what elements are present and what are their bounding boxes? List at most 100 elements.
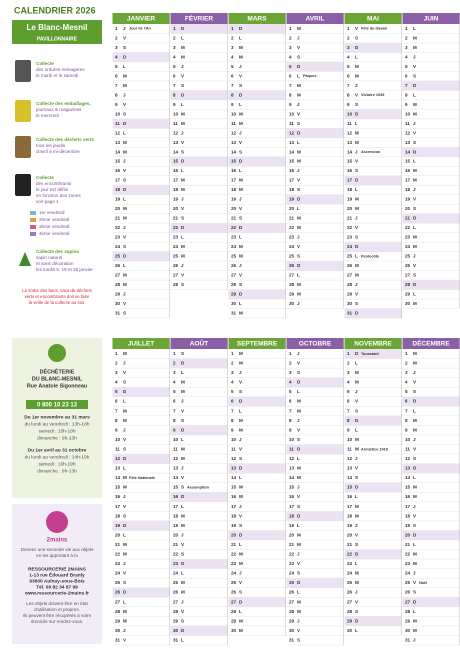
holiday: Toussaint [361,352,379,356]
weekday: V [239,206,243,211]
weekday: L [123,399,126,404]
day-number: 11 [289,446,294,451]
weekday: S [181,83,184,88]
day-number: 3 [347,45,350,50]
month-header [286,13,344,24]
weekday: L [181,437,184,442]
weekday: L [239,301,242,306]
weekday: D [413,282,417,287]
day-number: 21 [231,216,237,221]
weekday: V [123,301,127,306]
weekday: V [413,197,417,202]
weekday: M [239,628,243,633]
day-number: 11 [173,121,178,126]
weekday: D [239,159,243,164]
sunday-row [228,463,286,474]
day-number: 28 [405,282,411,287]
weekday: D [239,292,243,297]
ressourcerie-intro: en les apportant à la [36,553,78,558]
day-number: 30 [231,301,237,306]
day-number: 25 [173,254,179,259]
collection-icon [15,136,31,158]
weekday: V [297,427,301,432]
day-number: 1 [173,26,176,31]
weekday: M [181,446,185,451]
weekday: M [123,418,127,423]
weekday: S [181,418,184,423]
collection-text: en fonction des zones [36,193,81,198]
sunday-row [228,597,286,607]
weekday: M [355,197,359,202]
sunday-row [228,530,286,540]
day-number: 1 [347,351,350,356]
day-number: 4 [289,380,292,385]
day-number: 14 [173,149,179,154]
weekday: L [239,235,242,240]
hours-summer: dimanche : 9h-13h [37,468,77,474]
day-number: 10 [231,111,237,116]
sunday-row [112,520,170,531]
day-number: 15 [347,485,353,490]
zone: PAVILLONNAIRE [37,36,78,42]
day-number: 8 [405,418,408,423]
day-number: 8 [289,92,292,97]
day-number: 4 [289,54,292,59]
day-number: 17 [231,504,237,509]
day-number: 7 [405,83,408,88]
day-number: 7 [115,83,118,88]
friday-swatch [30,218,36,222]
day-number: 31 [115,310,121,315]
sunday-row [170,559,228,569]
day-number: 27 [173,599,179,604]
weekday: J [413,437,416,442]
weekday: M [413,561,417,566]
weekday: D [181,561,185,566]
weekday: S [297,504,300,509]
day-number: 19 [289,523,295,528]
day-number: 8 [173,92,176,97]
day-number: 31 [289,637,295,642]
weekday: D [355,485,359,490]
day-number: 26 [289,590,295,595]
weekday: M [181,111,185,116]
ressourcerie-address: 93600 Aulnay-sous-Bois [29,578,85,584]
day-number: 20 [405,532,411,537]
weekday: L [123,532,126,537]
day-number: 5 [289,389,292,394]
weekday: V [297,45,301,50]
day-number: 13 [231,466,237,471]
collection-text: d'avril à mi-décembre [36,149,80,154]
weekday: J [297,485,300,490]
day-number: 23 [173,561,179,566]
weekday: M [355,580,359,585]
day-number: 30 [289,628,295,633]
weekday: J [297,102,300,107]
weekday: M [297,466,301,471]
weekday: D [181,361,185,366]
weekday: M [355,273,359,278]
day-number: 9 [173,102,176,107]
sunday-row [170,223,228,233]
weekday: S [355,408,358,413]
day-number: 17 [173,178,179,183]
day-number: 23 [231,561,237,566]
sunday-row [228,396,286,407]
sapins-text: les lundis 5, 19 et 26 janvier [36,267,93,272]
day-number: 1 [347,26,350,31]
sunday-row [170,24,228,34]
collection-text: des ordures ménagères [36,67,85,72]
collection-text: le jour est défini [36,187,68,192]
weekday: D [181,92,185,97]
day-number: 25 [289,580,295,585]
weekday: S [297,54,300,59]
month-header [402,13,460,24]
weekday: J [413,54,416,59]
weekday: J [355,389,358,394]
weekday: V [413,130,417,135]
weekday: S [413,456,416,461]
weekday: J [123,361,126,366]
weekday: S [297,121,300,126]
day-number: 24 [289,244,295,249]
collection-text: journaux & magazines [35,107,82,112]
day-number: 9 [289,427,292,432]
